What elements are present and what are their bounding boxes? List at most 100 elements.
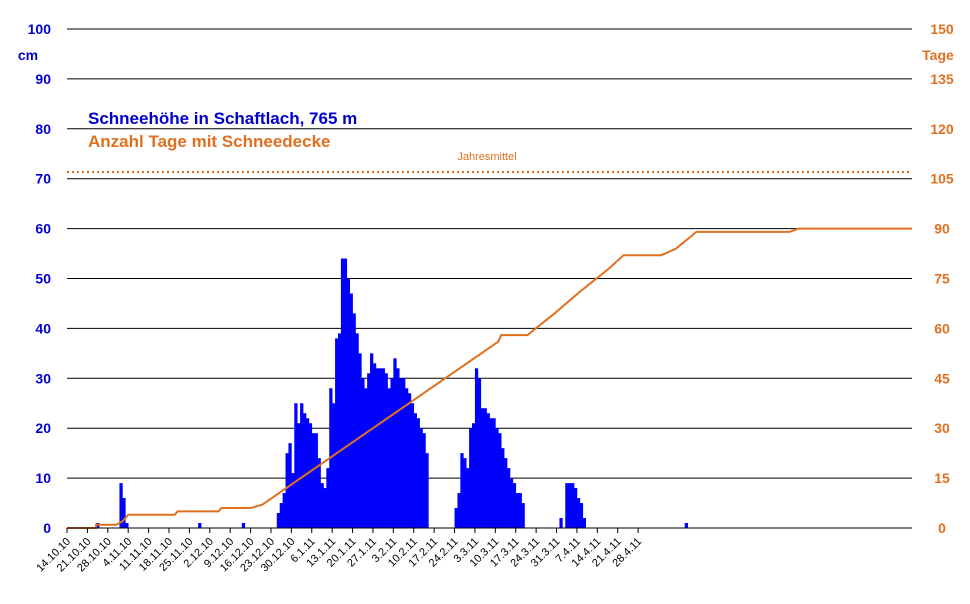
snow-depth-bar <box>419 428 423 528</box>
snow-depth-bar <box>501 448 505 528</box>
snow-depth-bar <box>370 353 374 528</box>
left-tick-label: 40 <box>35 320 51 336</box>
snow-depth-bar <box>198 523 202 528</box>
right-tick-label: 135 <box>930 71 954 87</box>
snow-depth-bar <box>509 478 514 528</box>
snow-depth-bar <box>422 433 426 528</box>
snow-depth-bar <box>460 453 464 528</box>
snow-depth-bar <box>282 493 286 528</box>
snow-depth-bar <box>396 368 400 528</box>
snow-depth-bar <box>565 483 569 528</box>
snow-depth-bar <box>372 363 377 528</box>
right-tick-label: 0 <box>938 520 946 536</box>
snow-depth-bar <box>294 403 298 528</box>
snow-depth-bar <box>332 403 336 528</box>
right-tick-label: 30 <box>934 420 950 436</box>
snow-depth-bar <box>381 368 385 528</box>
snow-depth-bar <box>390 378 394 528</box>
snow-depth-bar <box>326 468 330 528</box>
left-axis-unit: cm <box>18 47 38 63</box>
snow-depth-bar <box>515 493 519 528</box>
snow-depth-bar <box>291 473 295 528</box>
snow-depth-bar <box>498 433 502 528</box>
snow-depth-bar <box>463 458 467 528</box>
snow-depth-bar <box>125 523 129 528</box>
snow-depth-bar <box>489 418 493 528</box>
snow-depth-bar <box>303 413 307 528</box>
snow-depth-bar <box>474 368 479 528</box>
snow-depth-bar <box>407 393 412 528</box>
snow-depth-bar <box>486 413 490 528</box>
left-tick-label: 100 <box>28 21 52 37</box>
snow-depth-bar <box>492 418 496 528</box>
snow-depth-bar <box>483 408 487 528</box>
snow-depth-bar <box>480 408 485 528</box>
right-tick-label: 105 <box>930 171 954 187</box>
snow-depth-bar <box>119 483 123 528</box>
snow-depth-bar <box>393 358 397 528</box>
snow-depth-bar <box>410 403 415 528</box>
snow-depth-bar <box>582 518 587 528</box>
snow-depth-bar <box>349 293 353 528</box>
left-tick-label: 70 <box>35 171 51 187</box>
snow-depth-bar <box>337 333 342 528</box>
left-y-axis: 0 10 20 30 40 50 60 70 80 90 100 <box>28 21 52 536</box>
left-tick-label: 50 <box>35 271 51 287</box>
left-tick-label: 0 <box>43 520 51 536</box>
snow-depth-bar <box>402 378 406 528</box>
snow-depth-bar <box>399 378 403 528</box>
snow-depth-bar <box>506 468 511 528</box>
annual-mean-label: Jahresmittel <box>457 151 516 163</box>
snow-depth-bar <box>297 423 301 528</box>
snow-depth-bar <box>364 388 368 528</box>
snow-depth-bar <box>684 523 688 528</box>
snow-depth-bar <box>466 468 470 528</box>
x-tick-marks <box>66 528 639 533</box>
snow-depth-bar <box>472 423 476 528</box>
right-tick-label: 90 <box>934 221 950 237</box>
snow-cover-days-line <box>67 227 912 529</box>
snow-depth-bar <box>495 428 499 528</box>
snow-depth-bar <box>308 423 313 528</box>
snow-depth-bar <box>241 523 246 528</box>
snow-depth-bar <box>378 368 383 528</box>
snow-depth-bars <box>96 258 688 528</box>
snow-depth-bar <box>571 483 575 528</box>
snow-depth-bar <box>311 433 316 528</box>
snow-depth-bar <box>512 483 517 528</box>
left-tick-label: 20 <box>35 420 51 436</box>
snow-depth-bar <box>340 258 345 528</box>
right-tick-label: 60 <box>934 320 950 336</box>
snow-depth-bar <box>454 508 458 528</box>
snow-depth-bar <box>579 503 584 528</box>
snow-depth-bar <box>320 483 324 528</box>
snow-depth-bar <box>576 498 581 528</box>
snow-depth-bar <box>559 518 563 528</box>
snow-depth-bar <box>568 483 572 528</box>
snow-depth-bar <box>323 488 327 528</box>
chart-title-snow-days: Anzahl Tage mit Schneedecke <box>88 132 330 151</box>
right-tick-label: 75 <box>934 271 950 287</box>
right-tick-label: 120 <box>930 121 954 137</box>
snow-depth-bar <box>279 503 283 528</box>
left-tick-label: 30 <box>35 370 51 386</box>
grid-lines <box>67 28 912 479</box>
snow-depth-bar <box>425 453 429 528</box>
left-tick-label: 10 <box>35 470 51 486</box>
snow-depth-bar <box>457 493 461 528</box>
snow-depth-bar <box>314 433 318 528</box>
right-tick-label: 15 <box>934 470 950 486</box>
snow-depth-bar <box>335 338 339 528</box>
left-tick-label: 60 <box>35 221 51 237</box>
chart-title-snow-depth: Schneehöhe in Schaftlach, 765 m <box>88 109 357 128</box>
snow-depth-bar <box>317 458 321 528</box>
snow-depth-bar <box>387 388 391 528</box>
snow-depth-bar <box>375 368 380 528</box>
snow-depth-bar <box>469 428 473 528</box>
snow-depth-bar <box>361 378 365 528</box>
snow-depth-bar <box>122 498 126 528</box>
snow-depth-bar <box>346 278 350 528</box>
snow-depth-bar <box>477 378 482 528</box>
right-y-axis: 0 15 30 45 60 75 90 105 120 135 150 <box>930 21 954 536</box>
